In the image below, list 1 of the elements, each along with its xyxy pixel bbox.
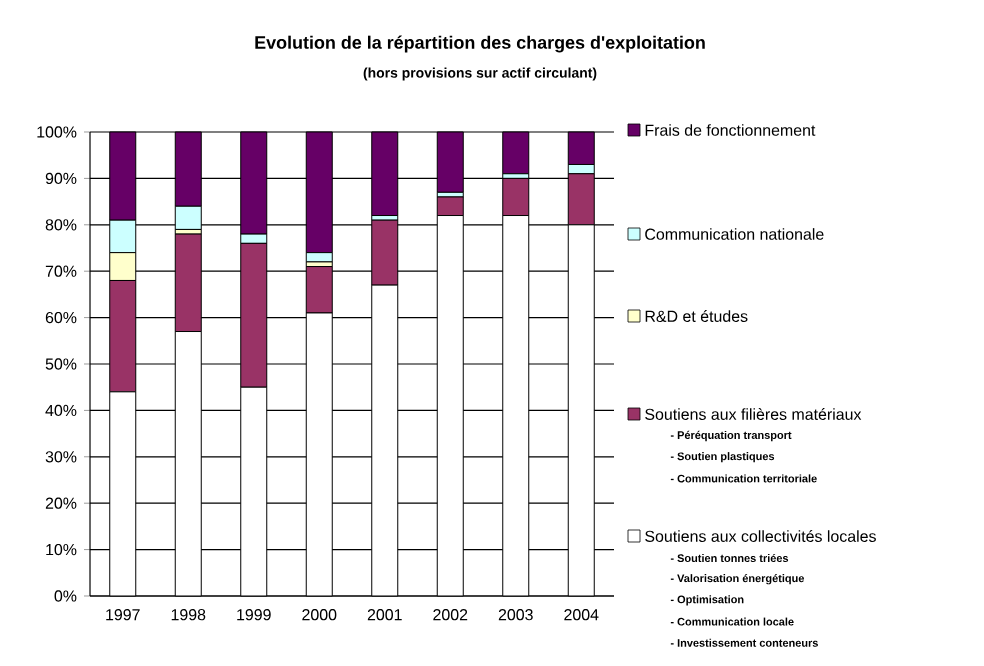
chart-title: Evolution de la répartition des charges d'exploitation	[255, 35, 705, 53]
